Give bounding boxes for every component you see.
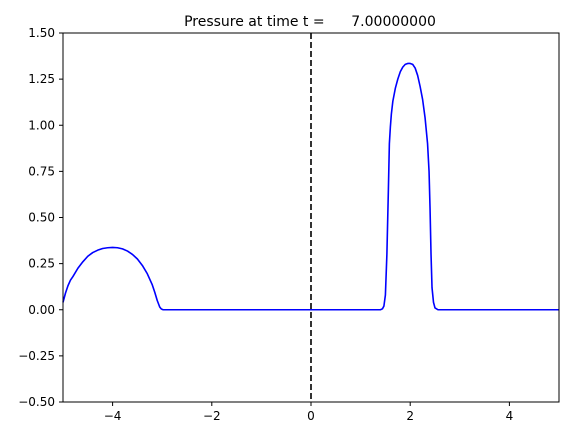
x-tick-label: 0 [307, 409, 315, 423]
y-tick-label: 1.50 [28, 26, 55, 40]
plot-area [62, 33, 559, 402]
y-tick-label: −0.50 [18, 395, 55, 409]
y-tick-label: 1.25 [28, 72, 55, 86]
x-tick-label: −2 [203, 409, 221, 423]
x-tick-label: −4 [104, 409, 122, 423]
x-tick-label: 2 [406, 409, 414, 423]
y-tick-label: 0.50 [28, 211, 55, 225]
y-tick-label: 0.25 [28, 257, 55, 271]
y-axis: −0.50 −0.25 0.00 0.25 0.50 0.75 1.00 1.25 1.50 [18, 26, 63, 409]
x-tick-label: 4 [506, 409, 514, 423]
y-tick-label: −0.25 [18, 349, 55, 363]
series-line [62, 62, 559, 311]
y-tick-label: 1.00 [28, 118, 55, 132]
chart-title: Pressure at time t = 7.00000000 [184, 14, 436, 30]
y-tick-label: 0.75 [28, 164, 55, 178]
y-tick-label: 0.00 [28, 303, 55, 317]
x-axis: −4 −2 0 2 4 [104, 402, 513, 423]
